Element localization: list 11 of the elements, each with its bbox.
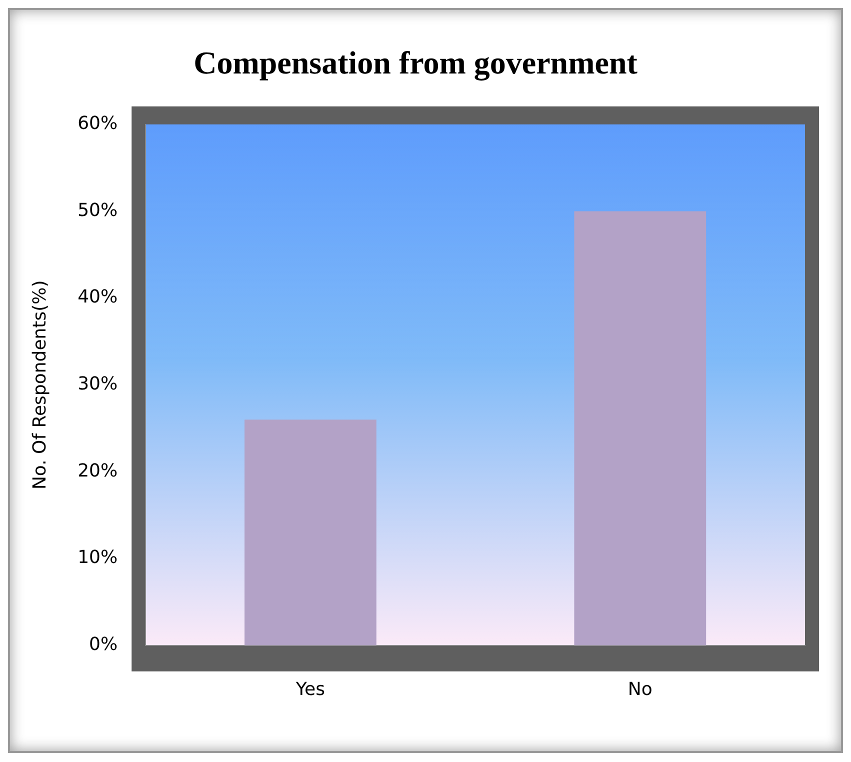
chart-title: Compensation from government [194, 44, 638, 82]
y-tick-label: 20% [78, 460, 118, 482]
y-tick-label: 40% [78, 286, 118, 308]
y-tick-label: 50% [78, 200, 118, 221]
x-tick-label: No [628, 678, 652, 700]
y-tick-label: 0% [89, 634, 118, 656]
y-tick-label: 10% [78, 547, 118, 568]
y-axis-title: No. Of Respondents(%) [29, 280, 50, 490]
y-tick-label: 60% [78, 113, 118, 134]
y-tick-label: 30% [78, 374, 118, 395]
x-tick-label: Yes [294, 678, 325, 700]
